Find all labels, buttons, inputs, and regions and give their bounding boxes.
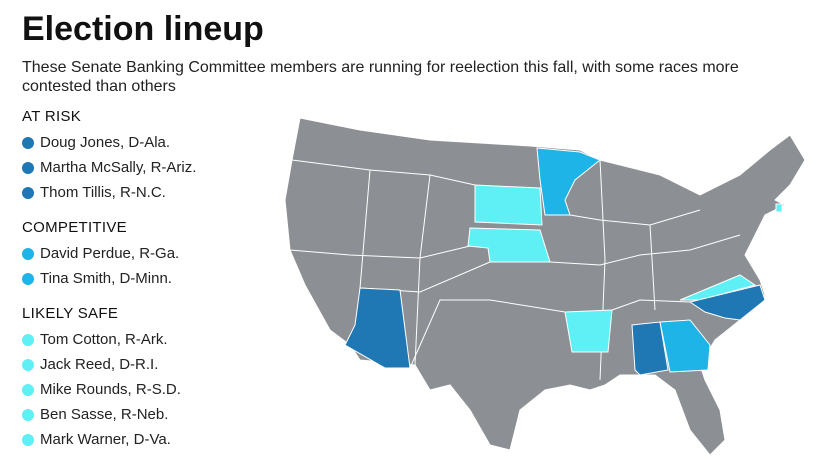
legend-group: AT RISK Doug Jones, D-Ala. Martha McSally,… xyxy=(22,108,282,205)
state-nebraska xyxy=(467,227,551,263)
border xyxy=(409,299,566,369)
group-label: AT RISK xyxy=(22,108,82,125)
legend-item: Mike Rounds, R-S.D. xyxy=(22,377,282,402)
legend-dot xyxy=(22,272,34,285)
legend-item: Mark Warner, D-Va. xyxy=(22,427,282,452)
group-label: LIKELY SAFE xyxy=(22,305,119,322)
legend-dot xyxy=(22,358,34,371)
legend-item: Tom Cotton, R-Ark. xyxy=(22,327,282,352)
legend-dot xyxy=(22,136,34,149)
legend-item: Ben Sasse, R-Neb. xyxy=(22,402,282,427)
legend-group: LIKELY SAFE Tom Cotton, R-Ark. Jack Reed, … xyxy=(22,305,282,452)
legend-dot xyxy=(22,186,34,199)
border xyxy=(414,174,431,366)
state-rhode-island xyxy=(775,203,783,213)
member-name: Thom Tillis, R-N.C. xyxy=(40,184,166,201)
member-name: Martha McSally, R-Ariz. xyxy=(40,159,197,176)
border xyxy=(569,209,701,226)
subtitle: These Senate Banking Committee members a… xyxy=(22,59,739,95)
legend-dot xyxy=(22,408,34,421)
member-name: Tom Cotton, R-Ark. xyxy=(40,331,168,348)
state-south-dakota xyxy=(474,184,543,226)
legend-item: Jack Reed, D-R.I. xyxy=(22,352,282,377)
member-name: Tina Smith, D-Minn. xyxy=(40,270,172,287)
state-alabama xyxy=(631,321,669,376)
legend-item: David Perdue, R-Ga. xyxy=(22,241,282,266)
legend-dot xyxy=(22,333,34,346)
group-label: COMPETITIVE xyxy=(22,219,127,236)
legend-dot xyxy=(22,383,34,396)
legend-group: COMPETITIVE David Perdue, R-Ga. Tina Smith… xyxy=(22,219,282,291)
legend-dot xyxy=(22,433,34,446)
legend-item: Thom Tillis, R-N.C. xyxy=(22,180,282,205)
legend: AT RISK Doug Jones, D-Ala. Martha McSally,… xyxy=(22,108,282,466)
border xyxy=(549,234,741,266)
member-name: Mark Warner, D-Va. xyxy=(40,431,171,448)
title: Election lineup xyxy=(22,10,264,48)
state-arkansas xyxy=(564,309,613,353)
border xyxy=(649,224,656,311)
member-name: Ben Sasse, R-Neb. xyxy=(40,406,169,423)
member-name: Jack Reed, D-R.I. xyxy=(40,356,159,373)
state-virginia xyxy=(679,274,757,301)
member-name: Mike Rounds, R-S.D. xyxy=(40,381,181,398)
border xyxy=(291,159,476,186)
state-georgia xyxy=(659,319,711,373)
member-name: David Perdue, R-Ga. xyxy=(40,245,180,262)
border xyxy=(611,299,691,311)
member-name: Doug Jones, D-Ala. xyxy=(40,134,171,151)
border xyxy=(359,169,371,289)
state-minnesota-fill xyxy=(536,147,601,216)
legend-item: Martha McSally, R-Ariz. xyxy=(22,155,282,180)
state-north-carolina xyxy=(688,284,766,321)
state-arizona xyxy=(344,287,411,369)
legend-item: Tina Smith, D-Minn. xyxy=(22,266,282,291)
legend-item: Doug Jones, D-Ala. xyxy=(22,130,282,155)
border xyxy=(289,245,471,259)
legend-dot xyxy=(22,247,34,260)
legend-dot xyxy=(22,161,34,174)
